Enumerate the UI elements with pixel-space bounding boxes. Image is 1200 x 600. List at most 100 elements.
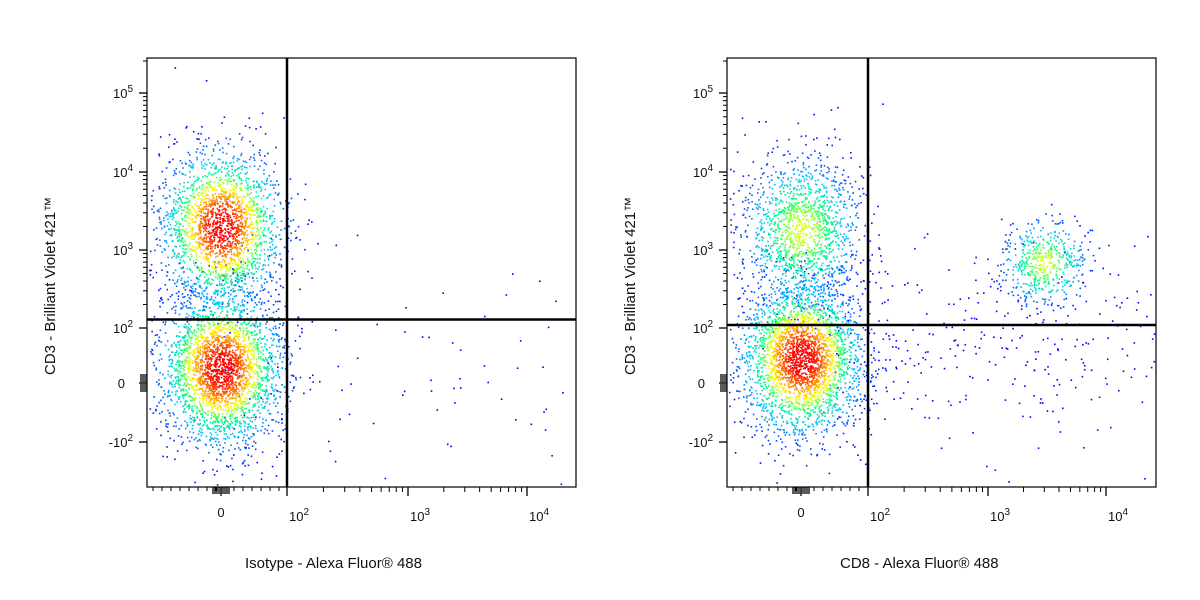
- left-point: [238, 247, 241, 249]
- left-point: [214, 234, 216, 236]
- left-point: [241, 267, 244, 269]
- left-point: [219, 328, 221, 331]
- left-point: [260, 244, 263, 246]
- left-point: [277, 183, 280, 186]
- left-point: [231, 409, 233, 411]
- left-point: [239, 327, 241, 329]
- left-point: [192, 367, 195, 369]
- left-point: [232, 287, 235, 290]
- left-point: [257, 221, 259, 224]
- left-point: [209, 253, 211, 256]
- left-point: [175, 323, 177, 325]
- left-point: [202, 183, 204, 186]
- left-point: [248, 193, 251, 196]
- left-point: [229, 369, 231, 371]
- left-point: [229, 332, 231, 334]
- left-point: [213, 393, 216, 395]
- left-point: [197, 313, 200, 316]
- left-point: [334, 460, 337, 463]
- left-point: [213, 411, 215, 413]
- left-point: [184, 335, 187, 337]
- left-point: [164, 284, 167, 286]
- left-point: [213, 401, 216, 403]
- left-point: [203, 208, 205, 211]
- left-point: [188, 211, 190, 214]
- left-point: [206, 214, 209, 216]
- left-point: [224, 207, 226, 210]
- left-point: [219, 353, 221, 355]
- left-point: [262, 233, 265, 236]
- left-point: [234, 169, 236, 171]
- left-point: [252, 404, 255, 406]
- left-point: [242, 382, 245, 384]
- left-point: [218, 261, 220, 263]
- left-point: [176, 417, 179, 419]
- left-point: [187, 326, 190, 329]
- left-point: [196, 407, 199, 409]
- left-point: [254, 363, 256, 365]
- left-point: [221, 301, 223, 304]
- left-point: [264, 309, 267, 312]
- left-point: [236, 230, 238, 232]
- left-point: [233, 392, 236, 394]
- left-point: [194, 399, 196, 402]
- left-point: [278, 376, 281, 378]
- left-point: [208, 282, 211, 284]
- left-point: [186, 285, 188, 287]
- left-point: [215, 425, 217, 427]
- left-point: [274, 252, 277, 254]
- left-point: [212, 397, 215, 400]
- left-point: [260, 188, 263, 191]
- left-point: [232, 340, 234, 342]
- left-point: [166, 197, 168, 199]
- left-point: [231, 402, 233, 405]
- left-point: [196, 377, 199, 380]
- left-point: [231, 422, 233, 424]
- left-point: [191, 387, 193, 389]
- left-point: [259, 254, 261, 256]
- left-point: [238, 314, 241, 317]
- left-point: [280, 338, 283, 341]
- left-point: [196, 292, 199, 294]
- left-point: [270, 385, 273, 388]
- left-point: [196, 417, 199, 419]
- left-point: [216, 284, 218, 287]
- left-point: [210, 282, 213, 285]
- left-point: [205, 336, 207, 339]
- left-point: [218, 353, 220, 356]
- left-point: [272, 311, 275, 314]
- left-point: [239, 353, 241, 356]
- left-point: [217, 416, 219, 418]
- left-point: [247, 249, 249, 252]
- left-point: [234, 390, 237, 393]
- left-point: [172, 272, 175, 274]
- left-point: [181, 336, 184, 339]
- left-point: [184, 420, 186, 422]
- left-point: [206, 164, 208, 166]
- left-point: [239, 362, 242, 364]
- left-point: [177, 396, 180, 398]
- left-point: [220, 185, 222, 188]
- left-point: [288, 202, 291, 204]
- left-point: [219, 263, 221, 266]
- left-point: [172, 412, 174, 414]
- left-point: [265, 327, 268, 329]
- left-point: [220, 189, 223, 192]
- left-point: [210, 199, 212, 202]
- left-point: [204, 222, 207, 224]
- left-point: [199, 285, 201, 287]
- left-point: [240, 356, 243, 358]
- left-point: [247, 437, 250, 439]
- left-point: [205, 227, 208, 230]
- left-point: [544, 429, 547, 431]
- left-point: [234, 243, 237, 245]
- left-point: [275, 420, 277, 423]
- left-point: [236, 183, 238, 186]
- left-point: [172, 214, 174, 217]
- left-point: [241, 368, 244, 370]
- left-point: [227, 170, 230, 172]
- left-point: [193, 355, 196, 357]
- left-point: [255, 334, 258, 336]
- left-point: [255, 235, 257, 238]
- left-point: [212, 352, 215, 355]
